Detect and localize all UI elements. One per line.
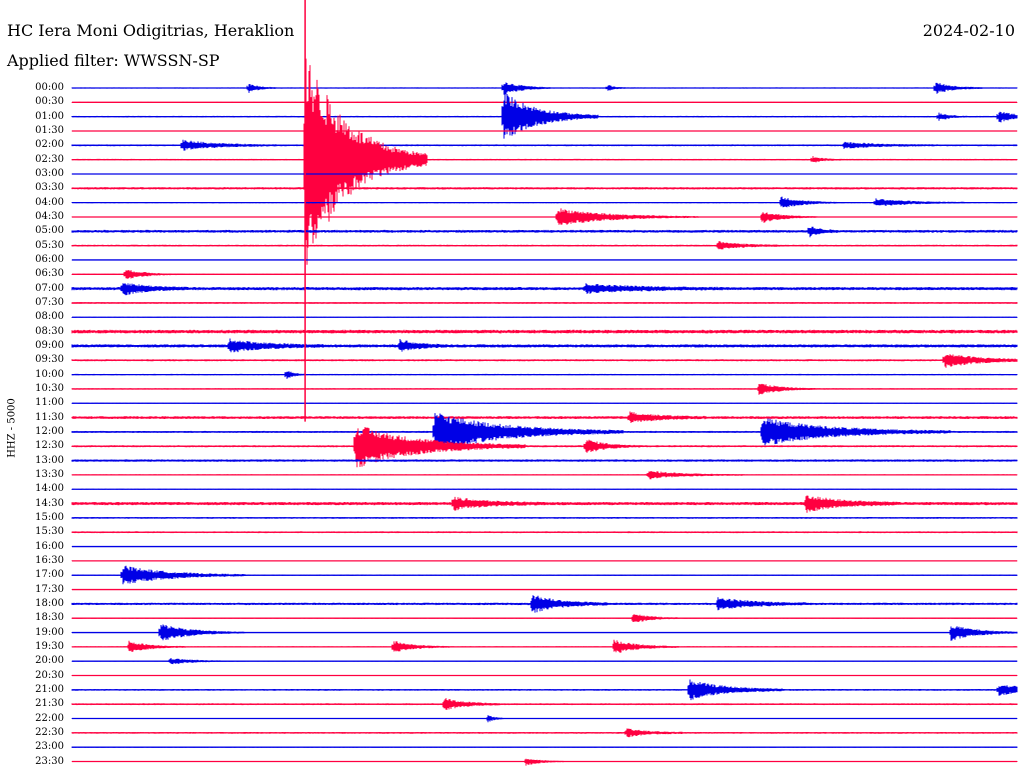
time-label: 15:30	[35, 526, 64, 538]
time-label: 14:30	[35, 497, 64, 509]
time-label: 11:00	[35, 397, 64, 409]
time-label: 05:00	[35, 225, 64, 237]
time-label: 05:30	[35, 239, 64, 251]
time-label: 13:30	[35, 468, 64, 480]
time-label: 20:30	[35, 669, 64, 681]
time-label: 09:00	[35, 339, 64, 351]
time-label: 07:00	[35, 282, 64, 294]
time-label: 00:00	[35, 82, 64, 93]
time-label: 02:30	[35, 153, 64, 165]
time-label: 20:00	[35, 655, 64, 667]
time-label: 10:30	[35, 382, 64, 394]
time-label: 12:00	[35, 425, 64, 437]
trace-0230	[71, 58, 1018, 265]
filter-label: Applied filter: WWSSN-SP	[7, 51, 220, 70]
station-title: HC Iera Moni Odigitrias, Heraklion	[7, 21, 295, 40]
time-label: 12:30	[35, 440, 64, 452]
trace-0930	[71, 354, 1018, 368]
time-label: 01:30	[35, 124, 64, 136]
time-label: 09:30	[35, 354, 64, 366]
time-label: 16:30	[35, 554, 64, 566]
time-label: 17:30	[35, 583, 64, 595]
time-label: 22:30	[35, 726, 64, 738]
time-label: 15:00	[35, 511, 64, 523]
time-label: 03:30	[35, 182, 64, 194]
time-label: 08:30	[35, 325, 64, 337]
time-label: 23:30	[35, 755, 64, 767]
time-label: 01:00	[35, 110, 64, 122]
time-label: 06:30	[35, 268, 64, 280]
trace-0400	[71, 196, 1018, 208]
time-label: 14:00	[35, 483, 64, 495]
time-label: 13:00	[35, 454, 64, 466]
time-label: 04:00	[35, 196, 64, 208]
time-label: 08:00	[35, 311, 64, 323]
time-label: 19:00	[35, 626, 64, 638]
time-label: 18:00	[35, 597, 64, 609]
time-label: 06:00	[35, 253, 64, 265]
time-label: 00:30	[35, 96, 64, 108]
time-label: 21:30	[35, 698, 64, 710]
time-label: 23:00	[35, 741, 64, 753]
time-label: 02:00	[35, 139, 64, 151]
time-label: 18:30	[35, 612, 64, 624]
trace-0500	[71, 226, 1018, 238]
time-label: 17:00	[35, 569, 64, 581]
time-label: 04:30	[35, 210, 64, 222]
time-label: 19:30	[35, 640, 64, 652]
trace-2330	[71, 758, 1018, 766]
time-label: 21:00	[35, 683, 64, 695]
time-label: 10:00	[35, 368, 64, 380]
time-label: 03:00	[35, 167, 64, 179]
time-label: 16:00	[35, 540, 64, 552]
plot-date: 2024-02-10	[922, 21, 1015, 40]
time-label: 07:30	[35, 296, 64, 308]
time-label: 22:00	[35, 712, 64, 724]
time-label: 11:30	[35, 411, 64, 423]
